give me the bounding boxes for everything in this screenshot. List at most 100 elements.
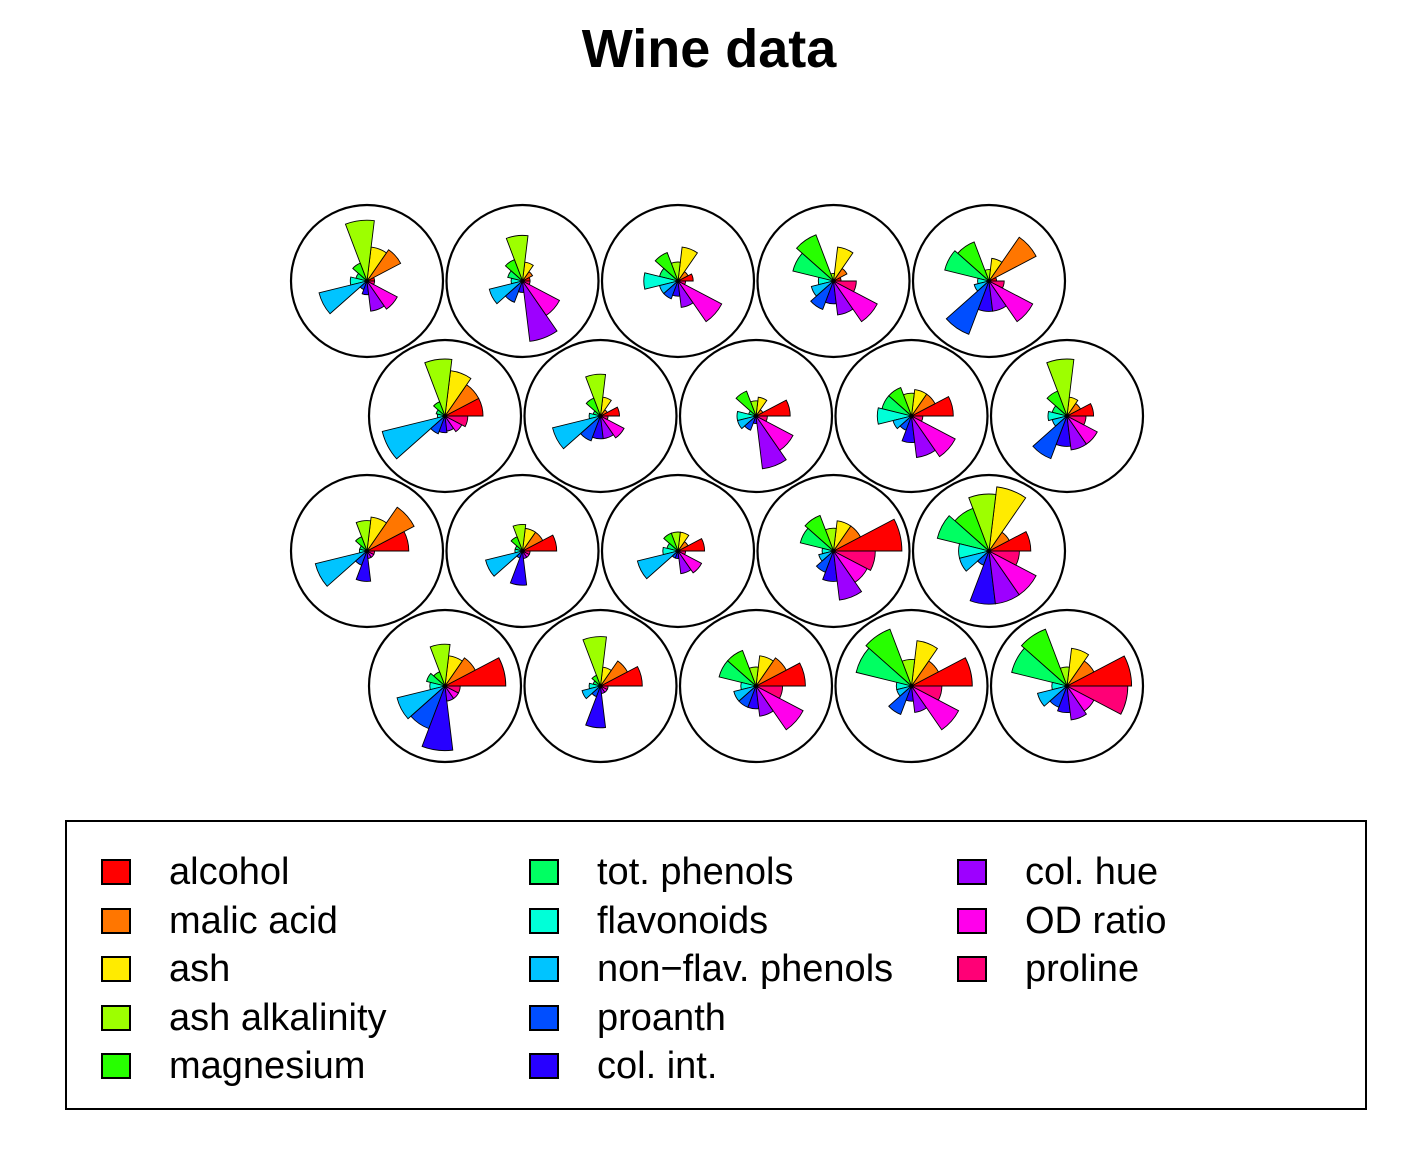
star-segment xyxy=(522,280,561,317)
star-segment xyxy=(1036,685,1068,707)
star-segment xyxy=(504,280,523,303)
star-segment xyxy=(426,672,446,687)
star-segment xyxy=(743,415,757,431)
star-segment xyxy=(735,390,757,417)
star-segment xyxy=(1066,415,1098,445)
star-segment xyxy=(1047,410,1068,422)
star-segment xyxy=(396,685,446,720)
star-segment xyxy=(677,246,699,282)
star-circle xyxy=(523,608,678,764)
star-segment xyxy=(510,536,523,552)
legend-swatch xyxy=(529,907,559,934)
legend-label: magnesium xyxy=(169,1045,366,1087)
star-segment xyxy=(911,415,924,422)
legend-label: proanth xyxy=(597,996,726,1039)
star-circle xyxy=(756,203,911,359)
legend-swatch xyxy=(957,859,987,885)
star-segment xyxy=(355,520,372,552)
star-segment xyxy=(1046,390,1068,417)
star-circle xyxy=(523,338,678,494)
star-segment xyxy=(1011,647,1068,687)
legend-label: malic acid xyxy=(169,899,338,942)
star-segment xyxy=(892,415,912,430)
star-segment xyxy=(833,550,876,572)
star-circle xyxy=(445,203,600,359)
star-segment xyxy=(522,550,531,556)
star-segment xyxy=(600,415,609,421)
star-segment xyxy=(600,685,609,691)
legend-item: ash alkalinity xyxy=(101,996,387,1040)
star-segment xyxy=(988,280,1005,289)
star-circle xyxy=(600,473,756,629)
star-segment xyxy=(755,399,791,417)
star-segment xyxy=(911,395,954,417)
star-segment xyxy=(911,640,939,687)
legend-swatch xyxy=(101,1053,131,1079)
star-segment xyxy=(945,280,990,335)
star-segment xyxy=(438,415,448,434)
star-segment xyxy=(911,685,943,701)
star-segment xyxy=(755,415,768,422)
star-segment xyxy=(810,280,834,311)
star-circle xyxy=(289,473,445,629)
legend: alcohol malic acid ash ash alkalinity magnes… xyxy=(65,820,1367,1110)
star-segment xyxy=(444,657,507,687)
star-segment xyxy=(432,401,446,417)
star-segment xyxy=(421,685,454,752)
star-segment xyxy=(988,257,1003,282)
star-segment xyxy=(944,250,990,282)
star-segment xyxy=(381,415,446,460)
star-circle xyxy=(989,608,1145,764)
star-segment xyxy=(366,516,388,552)
star-segment xyxy=(663,280,679,300)
star-glyph xyxy=(367,338,523,494)
legend-item: proanth xyxy=(529,996,726,1040)
star-glyph xyxy=(911,203,1067,359)
star-glyph xyxy=(756,473,911,629)
star-circle xyxy=(445,473,600,629)
star-segment xyxy=(677,550,687,556)
legend-swatch xyxy=(529,956,559,982)
star-glyph xyxy=(989,338,1145,494)
legend-label: tot. phenols xyxy=(597,851,794,893)
chart-title: Wine data xyxy=(581,19,837,79)
star-segment xyxy=(718,660,757,687)
star-segment xyxy=(737,415,757,430)
legend-swatch xyxy=(957,907,987,934)
star-segment xyxy=(677,280,687,286)
star-segment xyxy=(804,514,834,552)
star-glyph xyxy=(756,203,911,359)
star-segment xyxy=(366,249,402,282)
star-segment xyxy=(1066,647,1090,687)
star-segment xyxy=(1066,415,1087,426)
star-segment xyxy=(507,270,523,282)
legend-label: flavonoids xyxy=(597,899,769,942)
star-segment xyxy=(582,636,607,687)
star-segment xyxy=(833,246,854,282)
star-segment xyxy=(522,280,558,342)
legend-label: proline xyxy=(1025,948,1140,990)
star-segment xyxy=(677,280,723,323)
star-segment xyxy=(430,415,446,435)
star-segment xyxy=(799,527,834,552)
star-segment xyxy=(551,415,601,450)
star-segment xyxy=(988,280,1034,323)
star-segment xyxy=(1020,628,1068,687)
star-segment xyxy=(366,506,415,552)
star-segment xyxy=(677,550,703,574)
legend-label: ash alkalinity xyxy=(169,996,387,1039)
star-segment xyxy=(988,550,1037,596)
star-segment xyxy=(581,685,601,700)
legend-swatch xyxy=(101,907,131,934)
star-segment xyxy=(755,657,787,687)
star-segment xyxy=(522,534,558,552)
star-segment xyxy=(444,415,469,428)
star-segment xyxy=(522,280,531,286)
star-segment xyxy=(911,685,960,731)
star-segment xyxy=(485,550,523,577)
star-segment xyxy=(444,657,476,687)
star-circle xyxy=(911,473,1067,629)
star-segment xyxy=(755,415,794,452)
star-segment xyxy=(855,647,912,687)
